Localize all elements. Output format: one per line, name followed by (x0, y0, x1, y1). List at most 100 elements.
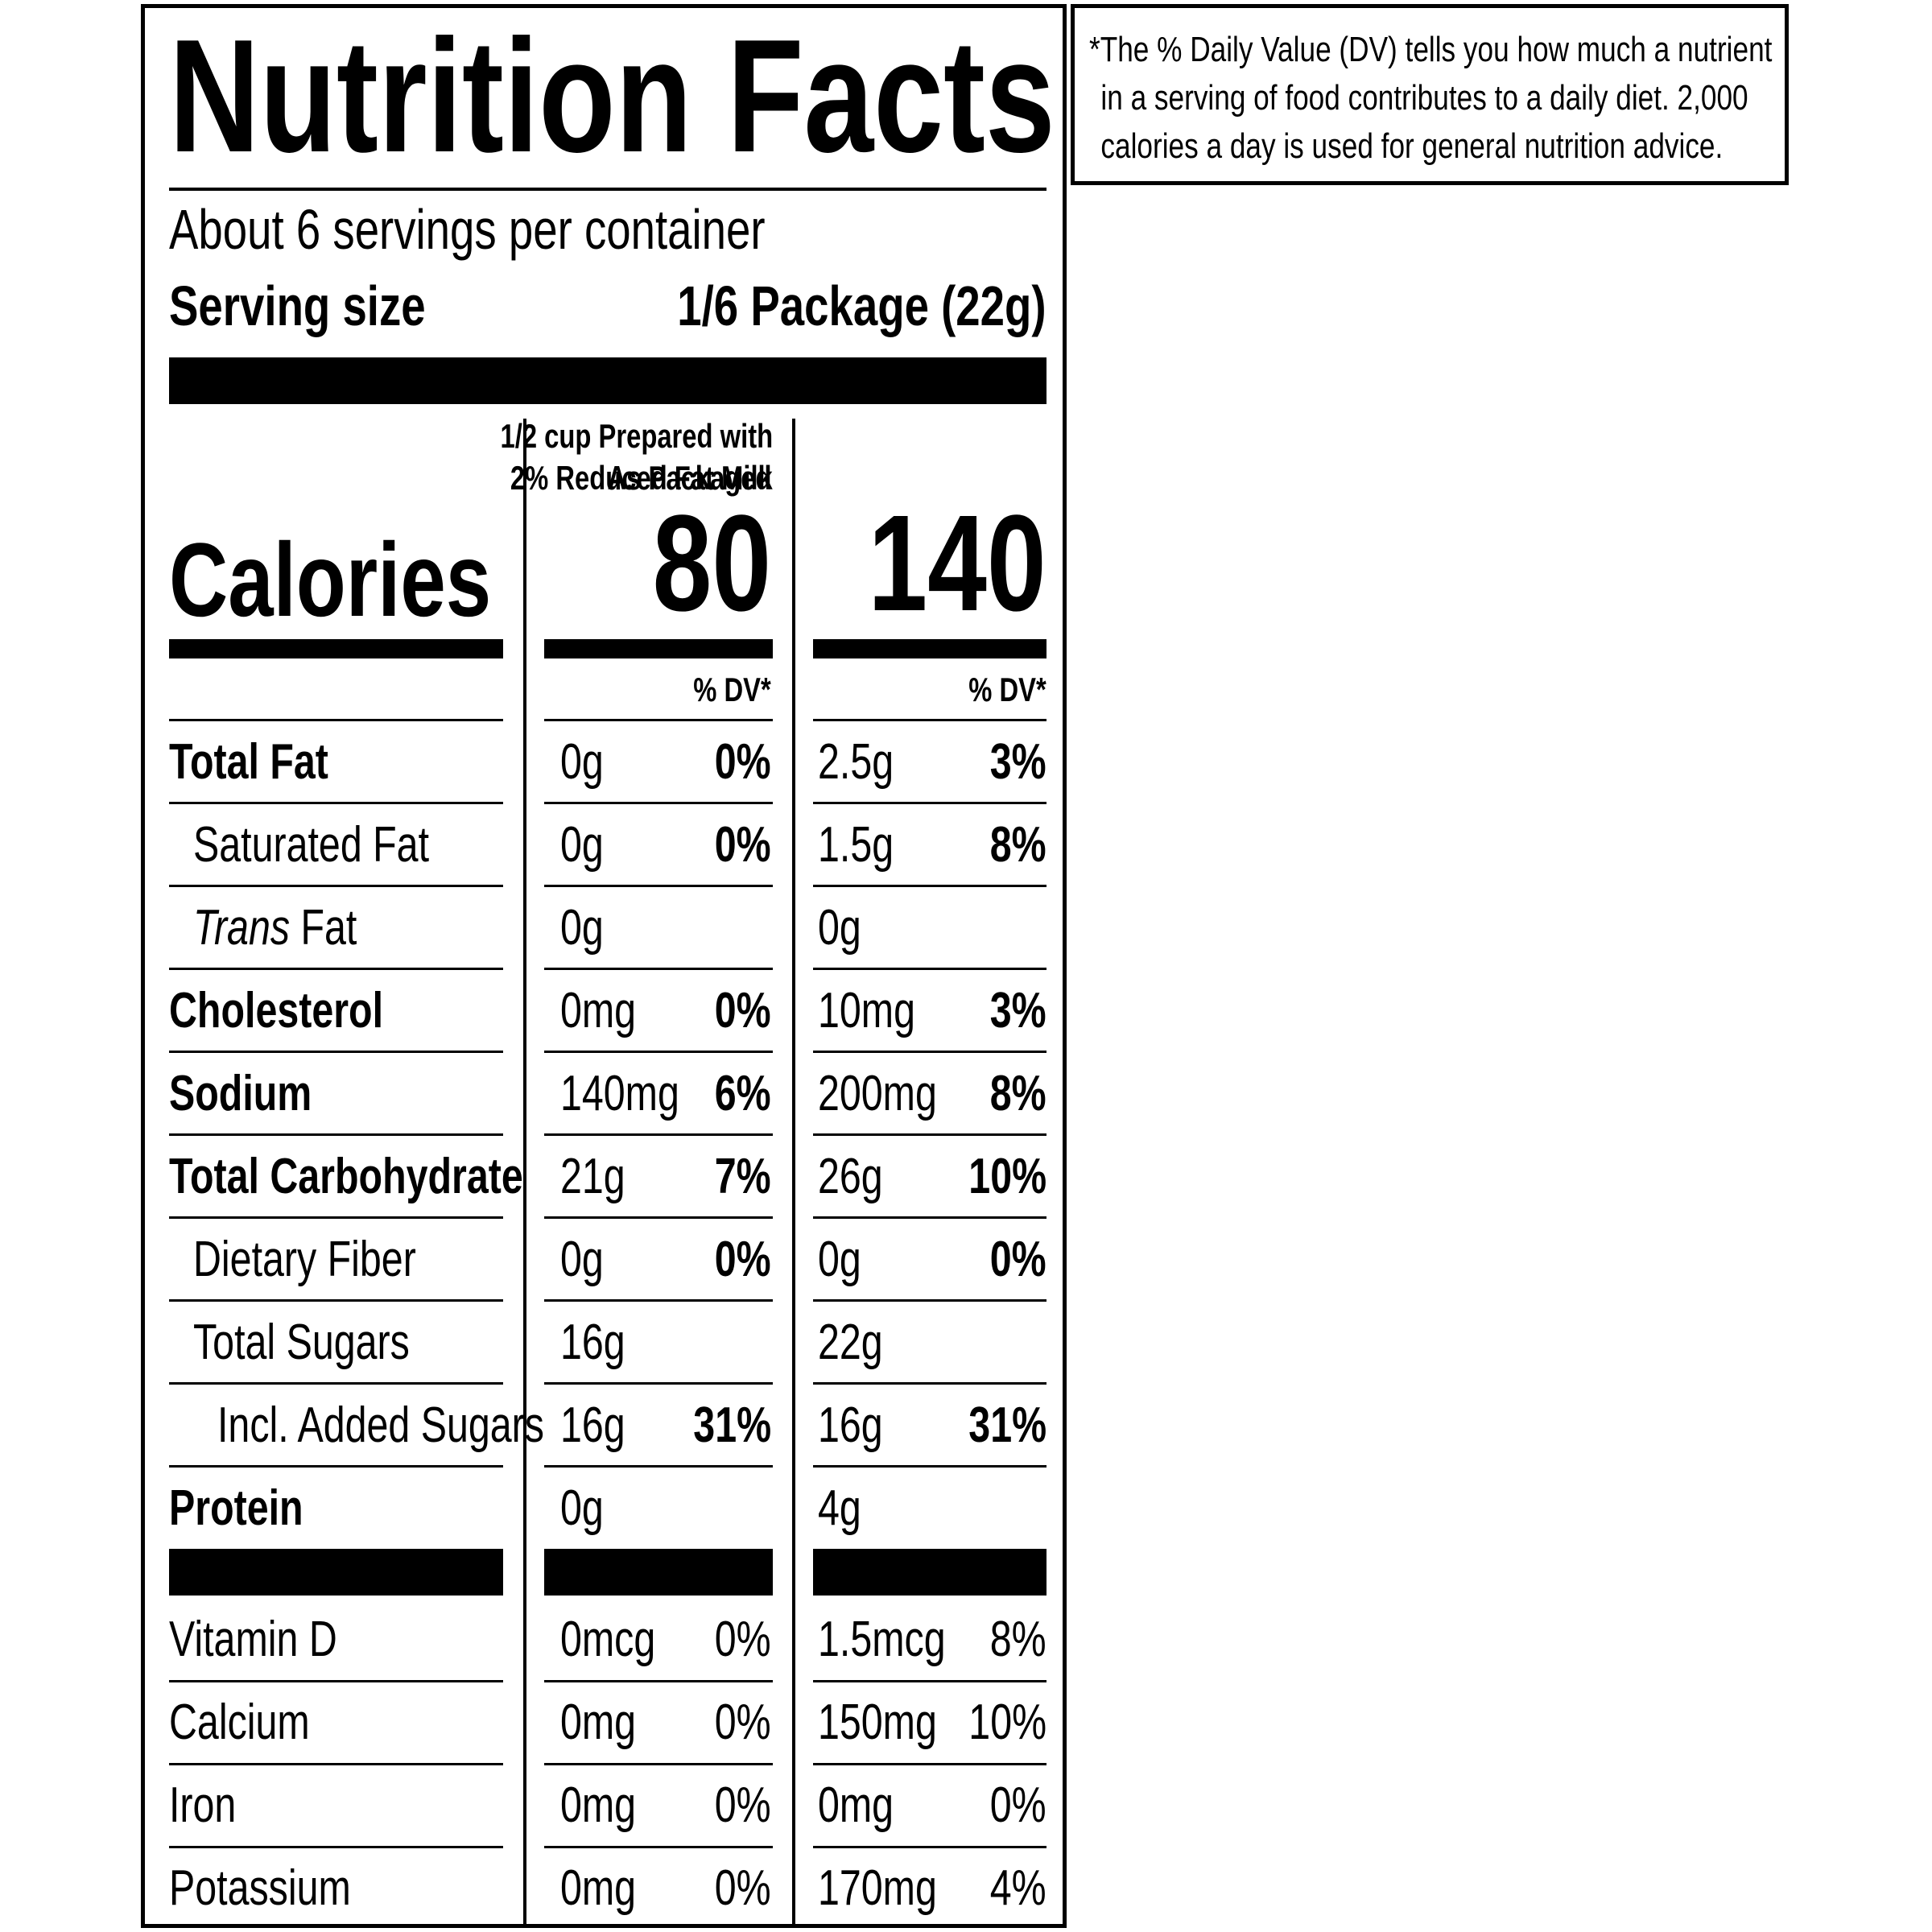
amount-prepared: 16g (818, 1397, 883, 1453)
amount-as-packaged: 0g (560, 734, 604, 790)
amount-prepared: 0g (818, 900, 861, 956)
dv-as-packaged: 0% (715, 817, 771, 873)
amount-prepared: 200mg (818, 1066, 937, 1121)
dv-as-packaged: 6% (715, 1066, 771, 1121)
row-rule (813, 1299, 1046, 1302)
nutrient-name: Saturated Fat (193, 817, 430, 873)
thick-rule-top (169, 357, 1046, 404)
amount-prepared: 0mg (818, 1777, 894, 1833)
dv-as-packaged: 0% (715, 734, 771, 790)
row-rule (169, 1680, 503, 1682)
amount-prepared: 22g (818, 1315, 883, 1370)
table-row: Total Carbohydrate 21g 7% 26g 10% (0, 1135, 1932, 1218)
row-rule (544, 1216, 773, 1219)
row-rule (544, 1763, 773, 1765)
amount-prepared: 170mg (818, 1860, 937, 1916)
row-rule (813, 1763, 1046, 1765)
dv-prepared: 8% (990, 817, 1046, 873)
amount-as-packaged: 0mg (560, 1777, 637, 1833)
dv-as-packaged: 0% (715, 1612, 771, 1667)
table-row: Trans Fat 0g 0g (0, 886, 1932, 969)
row-rule (813, 802, 1046, 804)
row-rule (169, 968, 503, 970)
nutrient-name: Vitamin D (169, 1612, 337, 1667)
row-rule (169, 1382, 503, 1385)
amount-as-packaged: 0g (560, 1232, 604, 1287)
table-row: Total Fat 0g 0% 2.5g 3% (0, 720, 1932, 803)
column-header-prepared-line2: 2% Reduced Fat Milk (510, 459, 773, 497)
table-row: Dietary Fiber 0g 0% 0g 0% (0, 1218, 1932, 1301)
amount-prepared: 0g (818, 1232, 861, 1287)
nutrient-name: Trans Fat (193, 900, 357, 956)
nutrient-name: Dietary Fiber (193, 1232, 416, 1287)
nutrient-name: Cholesterol (169, 983, 384, 1038)
dv-prepared: 3% (990, 983, 1046, 1038)
row-rule (813, 1846, 1046, 1848)
row-rule (169, 1133, 503, 1136)
row-rule (544, 802, 773, 804)
dv-as-packaged: 0% (715, 983, 771, 1038)
calories-as-packaged: 80 (652, 487, 771, 640)
footnote-box: *The % Daily Value (DV) tells you how mu… (1071, 4, 1789, 185)
nutrient-name: Total Carbohydrate (169, 1149, 523, 1204)
amount-as-packaged: 21g (560, 1149, 625, 1204)
dv-prepared: 0% (990, 1777, 1046, 1833)
row-rule (544, 968, 773, 970)
table-row: Protein 0g 4g (0, 1467, 1932, 1550)
dv-prepared: 31% (968, 1397, 1046, 1453)
amount-as-packaged: 0mg (560, 983, 637, 1038)
calories-label: Calories (169, 521, 492, 638)
nutrient-name: Total Fat (169, 734, 328, 790)
amount-as-packaged: 0g (560, 817, 604, 873)
row-rule (544, 1051, 773, 1053)
amount-as-packaged: 140mg (560, 1066, 679, 1121)
row-rule (813, 1133, 1046, 1136)
amount-prepared: 1.5g (818, 817, 894, 873)
dv-header-b: % DV* (968, 671, 1046, 708)
table-row: Incl. Added Sugars 16g 31% 16g 31% (0, 1384, 1932, 1467)
dv-prepared: 8% (990, 1612, 1046, 1667)
footnote-line-1: *The % Daily Value (DV) tells you how mu… (1089, 30, 1773, 69)
dv-header-a: % DV* (693, 671, 771, 708)
dv-prepared: 0% (990, 1232, 1046, 1287)
amount-as-packaged: 0mg (560, 1695, 637, 1750)
row-rule (169, 1846, 503, 1848)
table-row: Potassium 0mg 0% 170mg 4% (0, 1847, 1932, 1930)
dv-as-packaged: 0% (715, 1860, 771, 1916)
dv-prepared: 8% (990, 1066, 1046, 1121)
amount-prepared: 4g (818, 1480, 861, 1536)
calories-rule-name (169, 639, 503, 658)
amount-prepared: 10mg (818, 983, 915, 1038)
row-rule (169, 1216, 503, 1219)
row-rule (169, 719, 503, 721)
row-rule (169, 1051, 503, 1053)
amount-as-packaged: 16g (560, 1397, 625, 1453)
row-rule (813, 968, 1046, 970)
vitamin-rule-a (544, 1549, 773, 1596)
dv-as-packaged: 0% (715, 1777, 771, 1833)
calories-rule-a (544, 639, 773, 658)
vitamin-rule-name (169, 1549, 503, 1596)
nutrient-name: Incl. Added Sugars (217, 1397, 544, 1453)
amount-as-packaged: 0g (560, 1480, 604, 1536)
amount-as-packaged: 0mg (560, 1860, 637, 1916)
nutrition-label (141, 4, 1067, 1928)
servings-per-container: About 6 servings per container (169, 198, 766, 261)
row-rule (813, 1216, 1046, 1219)
calories-prepared: 140 (868, 487, 1046, 640)
table-row: Calcium 0mg 0% 150mg 10% (0, 1681, 1932, 1764)
row-rule (813, 1680, 1046, 1682)
dv-as-packaged: 7% (715, 1149, 771, 1204)
nutrient-name: Protein (169, 1480, 303, 1536)
footnote-line-3: calories a day is used for general nutri… (1100, 126, 1724, 166)
row-rule (544, 1465, 773, 1468)
row-rule (544, 1382, 773, 1385)
column-header-as-packaged: As Packaged (607, 459, 771, 497)
row-rule (813, 1465, 1046, 1468)
nutrient-name: Total Sugars (193, 1315, 410, 1370)
column-divider-2 (792, 419, 795, 1924)
dv-prepared: 10% (968, 1695, 1046, 1750)
nutrient-name: Calcium (169, 1695, 310, 1750)
dv-as-packaged: 31% (693, 1397, 771, 1453)
column-header-prepared-line1: 1/2 cup Prepared with (500, 417, 773, 455)
